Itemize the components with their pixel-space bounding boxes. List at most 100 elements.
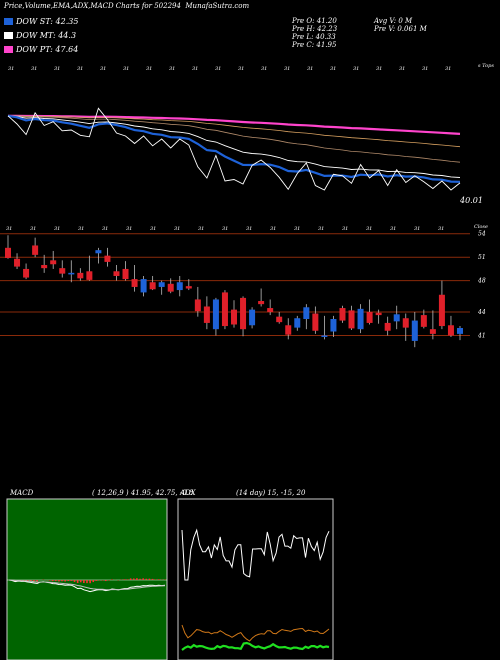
- top-date-tick: 31: [215, 66, 221, 72]
- last-price-label: 40.01: [460, 196, 483, 205]
- top-date-tick: 31: [399, 66, 405, 72]
- date-tick: 31: [222, 226, 228, 232]
- adx-di-line: [181, 528, 330, 581]
- date-tick: 31: [198, 226, 204, 232]
- price-axis-tick: 51: [478, 254, 486, 261]
- date-tick: 31: [174, 226, 180, 232]
- ema-long-line: [8, 114, 461, 135]
- candle-body: [411, 320, 418, 341]
- date-tick: 31: [318, 226, 324, 232]
- stat-prev-close: Pre C: 41.95: [292, 41, 337, 49]
- top-date-tick: 31: [54, 66, 60, 72]
- macd-line: [8, 579, 166, 593]
- date-tick: 31: [438, 226, 444, 232]
- candle-body: [330, 319, 337, 332]
- candle-body: [176, 282, 183, 291]
- candle-body: [131, 279, 138, 287]
- top-date-tick: 31: [8, 66, 14, 72]
- legend-label-pt: DOW PT: 47.64: [16, 45, 79, 54]
- candle-body: [212, 299, 219, 330]
- top-date-tick: 31: [146, 66, 152, 72]
- top-date-tick: 31: [123, 66, 129, 72]
- top-date-tick: 31: [238, 66, 244, 72]
- candle-body: [276, 316, 283, 323]
- top-date-tick: 31: [100, 66, 106, 72]
- candle-body: [5, 247, 11, 258]
- chart-title: Price,Volume,EMA,ADX,MACD Charts for 502…: [4, 2, 249, 10]
- date-tick: 31: [126, 226, 132, 232]
- candle-body: [95, 250, 102, 254]
- date-tick: 31: [414, 226, 420, 232]
- candle-body: [366, 311, 373, 323]
- site-name: MunafaSutra.com: [185, 2, 250, 10]
- candle-body: [321, 335, 328, 338]
- candle-body: [185, 286, 192, 289]
- close-label: Close: [474, 224, 488, 230]
- candle-body: [312, 313, 319, 331]
- candle-body: [140, 279, 147, 293]
- candle-body: [50, 260, 57, 265]
- candle-body: [149, 282, 156, 290]
- top-date-tick: 31: [307, 66, 313, 72]
- candle-body: [231, 309, 237, 325]
- candle-body: [384, 322, 391, 331]
- candle-body: [113, 271, 120, 276]
- macd-label: MACD: [10, 489, 34, 497]
- date-tick: 31: [342, 226, 348, 232]
- stat-avg-volume: Avg V: 0 M: [374, 17, 413, 25]
- adx-background: [177, 498, 334, 660]
- top-date-tick: 31: [261, 66, 267, 72]
- candle-body: [104, 255, 111, 262]
- candle-body: [221, 292, 228, 327]
- candle-panel: 54 51 48 44 41 31 31 31 31 31 31 31 31 31 31 31 31 31 31 31…: [0, 226, 486, 348]
- candle-body: [167, 283, 174, 292]
- candle-body: [447, 325, 454, 336]
- price-panel: 31 31 31 31 31 31 31 31 31 31 31 31 31 31 31 31 31 31 31 31: [7, 66, 461, 191]
- stat-prev-low: Pre L: 40.33: [292, 33, 336, 41]
- top-date-tick: 31: [445, 66, 451, 72]
- stat-prev-volume: Pre V: 0.061 M: [374, 25, 427, 33]
- date-tick: 31: [366, 226, 372, 232]
- candle-body: [393, 314, 400, 322]
- top-date-tick: 31: [77, 66, 83, 72]
- top-date-tick: 31: [169, 66, 175, 72]
- adx-minus-di-line: [181, 641, 330, 651]
- adx-panel: [177, 498, 334, 660]
- date-tick: 31: [150, 226, 156, 232]
- price-axis-tick: 48: [477, 278, 486, 285]
- date-tick: 31: [294, 226, 300, 232]
- adx-label: ADX: [180, 489, 196, 497]
- date-tick: 31: [246, 226, 252, 232]
- candle-body: [357, 308, 364, 330]
- date-tick: 31: [6, 226, 12, 232]
- ema-100-line: [7, 115, 461, 148]
- candle-body: [68, 272, 75, 275]
- candle-body: [59, 268, 66, 274]
- candle-body: [375, 312, 382, 316]
- top-date-tick: 31: [31, 66, 37, 72]
- stat-prev-high: Pre H: 42.23: [292, 25, 338, 33]
- candle-body: [402, 318, 409, 328]
- candle-body: [32, 245, 39, 255]
- candle-body: [158, 282, 165, 287]
- close-line: [7, 107, 461, 191]
- top-date-tick: 31: [353, 66, 359, 72]
- title-text: Price,Volume,EMA,ADX,MACD Charts for 502…: [4, 2, 181, 10]
- candle-body: [420, 315, 427, 327]
- legend-swatch-st: [4, 18, 13, 25]
- candle-body: [23, 268, 30, 278]
- ema-mid-line: [7, 115, 461, 178]
- tops-label: s Tops: [478, 63, 494, 69]
- adx-params: (14 day) 15, -15, 20: [236, 489, 306, 497]
- candle-body: [77, 272, 84, 279]
- top-date-tick: 31: [192, 66, 198, 72]
- candle-body: [249, 309, 256, 326]
- date-tick: 31: [270, 226, 276, 232]
- candle-body: [457, 328, 463, 334]
- ema-50-line: [7, 115, 461, 163]
- candle-body: [339, 308, 346, 321]
- legend-dow-mt: DOW MT: 44.3: [4, 31, 76, 40]
- top-date-tick: 31: [284, 66, 290, 72]
- candle-body: [294, 318, 301, 328]
